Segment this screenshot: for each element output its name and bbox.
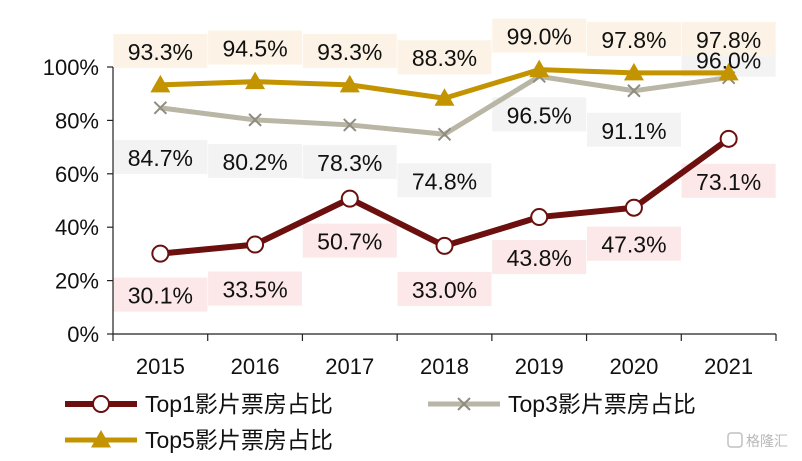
label-backgrounds	[113, 18, 776, 312]
data-label-bg	[113, 139, 208, 174]
y-tick-label: 100%	[43, 55, 99, 80]
y-tick-label: 80%	[55, 108, 99, 133]
data-label: 97.8%	[601, 27, 666, 53]
data-label: 88.3%	[412, 45, 477, 71]
data-label-bg	[302, 144, 397, 179]
data-label: 80.2%	[222, 149, 287, 175]
series-2	[153, 69, 736, 141]
watermark: 格隆汇	[727, 432, 788, 450]
data-labels: 30.1% 33.5% 50.7% 33.0% 43.8% 47.3% 73.1% 84.7%…	[128, 24, 762, 309]
legend-item-1: Top1影片票房占比	[65, 391, 333, 417]
data-label: 97.8%	[696, 27, 761, 53]
data-label-bg	[397, 163, 492, 198]
data-label: 84.7%	[128, 145, 193, 171]
data-label: 96.0%	[696, 48, 761, 74]
x-tick-label: 2015	[136, 354, 185, 379]
legend-marker	[91, 430, 111, 448]
data-point	[435, 236, 454, 255]
data-label: 73.1%	[696, 169, 761, 195]
data-point	[434, 88, 455, 106]
data-label: 93.3%	[128, 39, 193, 65]
data-point	[343, 118, 357, 132]
data-label: 93.3%	[317, 39, 382, 65]
data-point	[719, 129, 738, 148]
y-tick-label: 0%	[67, 322, 99, 347]
legend-marker	[457, 397, 471, 411]
legend-label: Top3影片票房占比	[508, 391, 696, 417]
series-lines	[150, 59, 739, 263]
data-label: 78.3%	[317, 150, 382, 176]
legend-marker	[92, 395, 110, 413]
data-label: 33.0%	[412, 277, 477, 303]
data-point	[623, 62, 644, 81]
data-label-bg	[492, 97, 587, 132]
data-label-bg	[208, 143, 303, 178]
data-point	[340, 189, 359, 208]
x-tick-label: 2021	[704, 354, 753, 379]
legend-item-3: Top5影片票房占比	[65, 427, 333, 453]
data-label: 96.5%	[507, 102, 572, 128]
x-tick-label: 2018	[420, 354, 469, 379]
x-tick-label: 2019	[515, 354, 564, 379]
data-label: 91.1%	[601, 118, 666, 144]
data-label: 30.1%	[128, 283, 193, 309]
data-label: 43.8%	[507, 245, 572, 271]
data-label: 94.5%	[222, 36, 287, 62]
legend: Top1影片票房占比 Top3影片票房占比 Top5影片票房占比	[65, 391, 696, 453]
data-label-bg	[208, 30, 303, 65]
data-point	[627, 84, 641, 98]
data-point	[151, 244, 170, 263]
data-label-bg	[586, 21, 681, 56]
data-point	[248, 113, 262, 127]
data-label-bg	[208, 271, 303, 306]
series-3	[150, 59, 739, 106]
data-point	[245, 71, 266, 90]
y-tick-label: 60%	[55, 162, 99, 187]
legend-label: Top5影片票房占比	[145, 427, 333, 453]
data-label: 74.8%	[412, 168, 477, 194]
data-label-bg	[492, 240, 587, 275]
data-label-bg	[586, 112, 681, 147]
data-point	[437, 127, 452, 141]
data-label-bg	[302, 223, 397, 258]
series-1	[151, 129, 738, 263]
data-point	[530, 208, 549, 227]
y-tick-label: 40%	[55, 215, 99, 240]
x-tick-label: 2020	[609, 354, 658, 379]
legend-item-2: Top3影片票房占比	[428, 391, 696, 417]
x-tick-label: 2016	[231, 354, 280, 379]
x-tick-label: 2017	[325, 354, 374, 379]
data-point	[150, 74, 171, 93]
data-point	[339, 74, 360, 93]
data-label-bg	[397, 271, 492, 306]
data-label-bg	[586, 226, 681, 261]
data-label-bg	[492, 18, 587, 53]
data-label-bg	[681, 21, 776, 56]
data-point	[246, 235, 265, 254]
data-label: 50.7%	[317, 229, 382, 255]
data-label: 33.5%	[222, 277, 287, 303]
data-label-bg	[113, 277, 208, 312]
data-label: 99.0%	[507, 24, 572, 50]
data-label-bg	[681, 163, 776, 198]
data-point	[624, 198, 643, 217]
data-label: 47.3%	[601, 232, 666, 258]
axes: 0% 20% 40% 60% 80% 100% 2015 2016 2017 2018 2019 20…	[43, 55, 777, 379]
watermark-text: 格隆汇	[746, 434, 788, 450]
data-label-bg	[302, 33, 397, 68]
data-point	[718, 62, 739, 81]
y-tick-label: 20%	[55, 269, 99, 294]
legend-label: Top1影片票房占比	[145, 391, 333, 417]
data-label-bg	[397, 40, 492, 75]
data-point	[153, 101, 168, 115]
watermark-icon	[727, 432, 743, 448]
data-label-bg	[113, 33, 208, 68]
data-point	[529, 59, 550, 78]
